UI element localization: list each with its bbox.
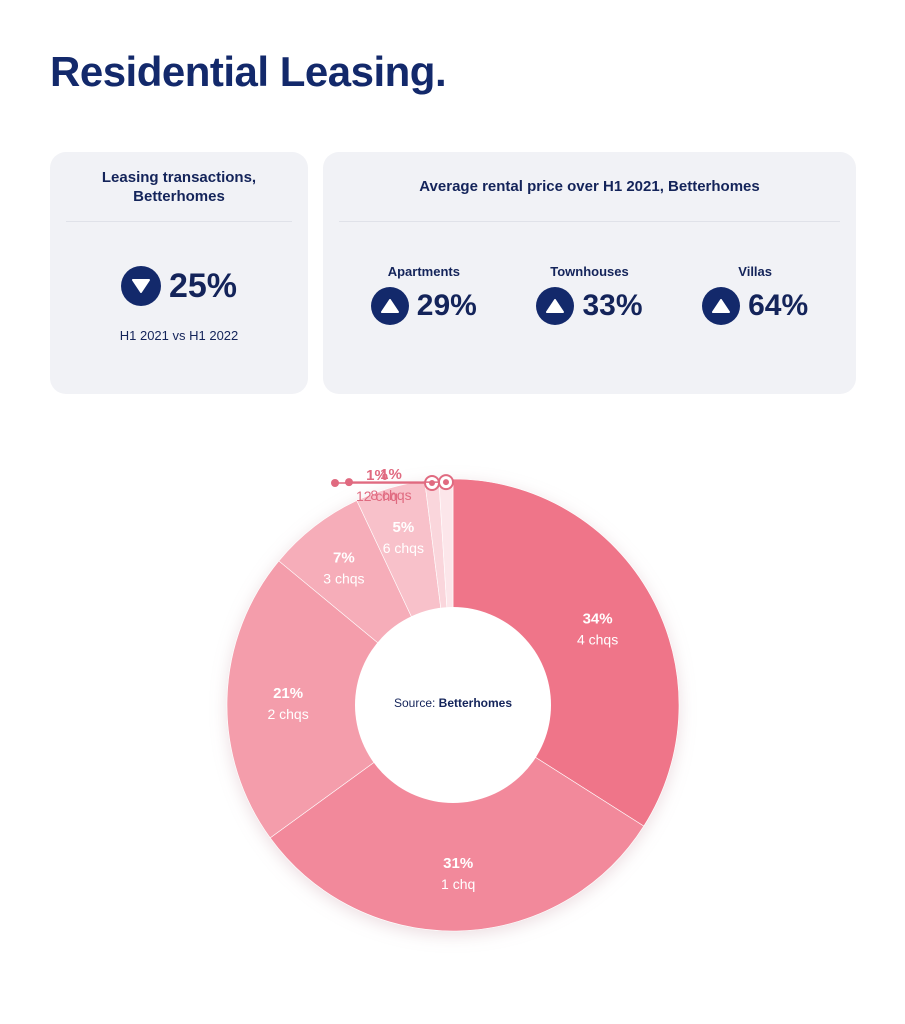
slice-labels: 34% 4 chqs 31% 1 chq 21% 2 chqs 7% 3 chqs 5% 6 ch…: [267, 519, 618, 892]
slice-category-label: 4 chqs: [577, 632, 618, 648]
metric-villas: Villas 64%: [680, 264, 830, 325]
arrow-down-icon: [120, 266, 161, 306]
slice-category-label: 3 chqs: [323, 570, 364, 586]
slice-percent-label: 34%: [583, 611, 613, 628]
comparison-note: H1 2021 vs H1 2022: [119, 328, 239, 343]
metric-label: Apartments: [387, 264, 460, 279]
callout-percent-label: 1%: [380, 466, 402, 483]
card-title: Average rental price over H1 2021, Bette…: [339, 152, 840, 222]
metric-label: Villas: [738, 264, 772, 279]
page-title: Residential Leasing.: [50, 48, 447, 95]
donut-hole: [355, 607, 551, 803]
slice-percent-label: 21%: [273, 685, 303, 702]
arrow-up-icon: [702, 287, 741, 325]
source-name: Betterhomes: [439, 696, 513, 710]
metric-value: 29%: [416, 289, 477, 322]
source-prefix: Source:: [394, 696, 439, 710]
callout-category-label: 12 chq: [356, 488, 398, 504]
callout-marker-dot: [429, 479, 436, 486]
callout-percent-label: 1%: [366, 467, 388, 484]
center-source-label: Source: Betterhomes: [394, 696, 512, 710]
small-slice-annotations: 1% 12 chq 1% 8 chqs: [331, 466, 454, 504]
leasing-change-value: 25%: [168, 266, 238, 305]
leasing-stat: 25%: [50, 266, 308, 306]
donut-slices: [226, 478, 680, 932]
leasing-transactions-card: Leasing transactions, Betterhomes 25% H1…: [50, 152, 308, 394]
metric-townhouses: Townhouses 33%: [514, 264, 664, 325]
slice-percent-label: 31%: [443, 855, 473, 872]
arrow-up-icon: [536, 287, 575, 325]
callout-end-dot: [331, 478, 340, 487]
rental-price-card: Average rental price over H1 2021, Bette…: [323, 152, 856, 394]
slice-category-label: 1 chq: [441, 876, 475, 892]
metric-value: 64%: [748, 289, 809, 322]
donut-slice: [269, 704, 645, 932]
metric-label: Townhouses: [550, 264, 629, 279]
metric-apartments: Apartments 29%: [349, 264, 499, 325]
rental-metrics: Apartments 29% Townhouses 33% Villas: [323, 264, 856, 325]
callout-end-dot: [344, 478, 353, 487]
slice-category-label: 6 chqs: [383, 540, 424, 556]
arrow-up-icon: [370, 287, 409, 325]
slice-percent-label: 7%: [333, 549, 355, 566]
callout-marker-dot: [442, 479, 449, 486]
slice-category-label: 2 chqs: [267, 706, 308, 722]
donut-slice: [226, 560, 454, 839]
metric-value: 33%: [582, 289, 643, 322]
slice-percent-label: 5%: [392, 519, 414, 536]
card-title: Leasing transactions, Betterhomes: [66, 152, 292, 222]
callout-category-label: 8 chqs: [370, 487, 411, 503]
